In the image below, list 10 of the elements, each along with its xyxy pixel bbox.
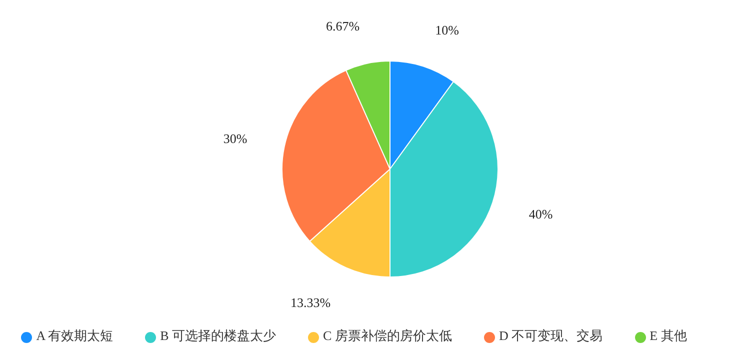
data-label: 40% [528, 206, 553, 222]
data-label: 6.67% [326, 18, 360, 34]
legend-label: D 不可变现、交易 [498, 328, 603, 343]
data-label: 10% [435, 22, 460, 38]
data-label: 30% [223, 131, 248, 146]
legend-label: E 其他 [650, 328, 687, 343]
data-label: 13.33% [290, 294, 331, 310]
legend-label: A 有效期太短 [36, 328, 114, 343]
legend-label: C 房票补偿的房价太低 [323, 328, 452, 343]
legend-label: B 可选择的楼盘太少 [160, 328, 276, 343]
